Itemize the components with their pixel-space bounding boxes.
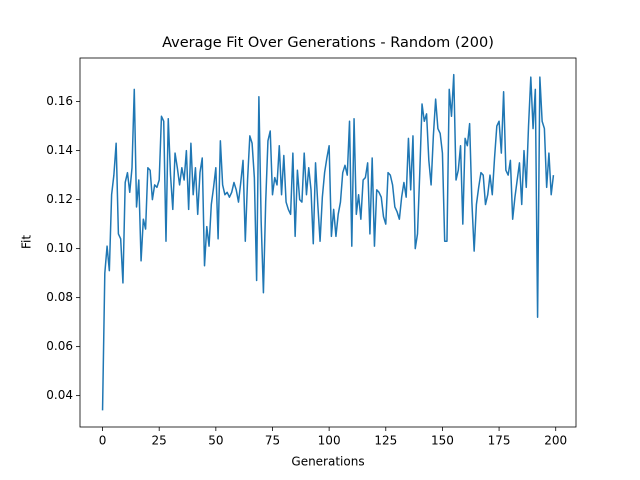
x-tick-label: 50 [208, 434, 223, 448]
chart-title: Average Fit Over Generations - Random (2… [162, 35, 494, 51]
x-tick-label: 200 [544, 434, 567, 448]
x-tick-label: 100 [318, 434, 341, 448]
y-tick-label: 0.12 [46, 192, 73, 206]
x-tick-label: 175 [488, 434, 511, 448]
y-tick-label: 0.06 [46, 339, 73, 353]
x-tick-label: 0 [99, 434, 107, 448]
y-tick-label: 0.10 [46, 241, 73, 255]
plot-frame [79, 57, 577, 428]
y-axis-label: Fit [20, 235, 34, 249]
y-tick-label: 0.14 [46, 143, 73, 157]
x-tick-label: 25 [152, 434, 167, 448]
x-tick-label: 75 [265, 434, 280, 448]
x-tick-label: 125 [374, 434, 397, 448]
x-tick-label: 150 [431, 434, 454, 448]
x-axis-label: Generations [291, 455, 364, 469]
y-tick-label: 0.04 [46, 388, 73, 402]
y-tick-label: 0.08 [46, 290, 73, 304]
y-tick-label: 0.16 [46, 94, 73, 108]
data-line [101, 73, 555, 411]
